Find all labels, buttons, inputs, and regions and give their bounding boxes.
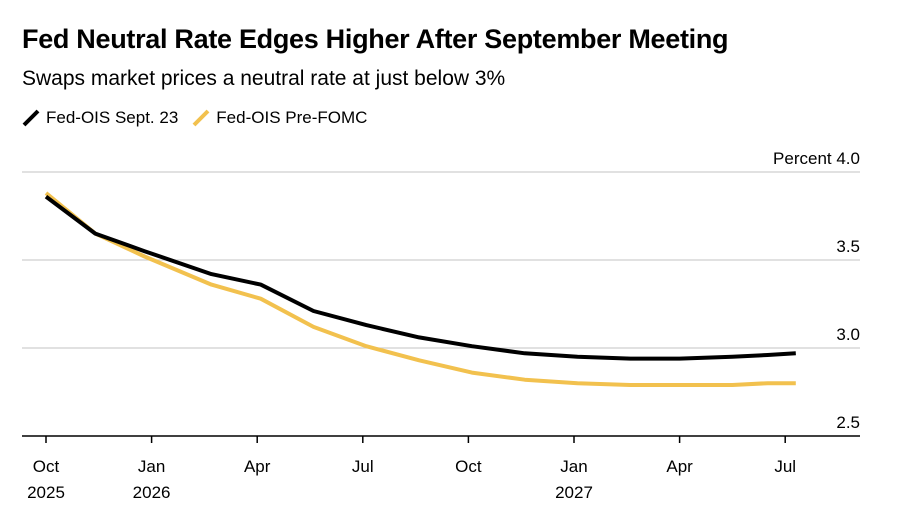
x-tick-label: Jul (774, 457, 796, 476)
series-line-sept23 (44, 195, 796, 361)
series-line-prefomc (44, 191, 796, 387)
gridlines (22, 171, 860, 349)
x-tick-year-label: 2026 (133, 483, 171, 502)
y-tick-label: 3.0 (836, 325, 860, 344)
y-tick-label: 3.5 (836, 237, 860, 256)
x-tick-label: Oct (455, 457, 482, 476)
y-axis-labels: 2.5 3.0 3.5 Percent 4.0 (773, 149, 860, 432)
series-lines (44, 191, 796, 387)
y-tick-label: 2.5 (836, 413, 860, 432)
x-tick-label: Jan (560, 457, 587, 476)
x-tick-year-label: 2027 (555, 483, 593, 502)
x-tick-year-label: 2025 (27, 483, 65, 502)
x-axis: Oct 2025 Jan 2026 Apr Jul Oct Jan 2027 Apr Jul (22, 435, 860, 502)
legend-label-prefomc: Fed-OIS Pre-FOMC (216, 108, 368, 127)
legend: Fed-OIS Sept. 23 Fed-OIS Pre-FOMC (22, 108, 381, 128)
x-tick-label: Jul (352, 457, 374, 476)
legend-item-prefomc: Fed-OIS Pre-FOMC (192, 108, 367, 128)
legend-label-sept23: Fed-OIS Sept. 23 (46, 108, 179, 127)
x-tick-label: Apr (666, 457, 693, 476)
y-tick-label: Percent 4.0 (773, 149, 860, 168)
chart-subtitle: Swaps market prices a neutral rate at ju… (22, 67, 506, 90)
x-tick-label: Apr (244, 457, 271, 476)
legend-swatch-prefomc-icon (192, 109, 210, 127)
x-tick-label: Jan (138, 457, 165, 476)
chart-title: Fed Neutral Rate Edges Higher After Sept… (22, 24, 729, 54)
legend-swatch-sept23-icon (22, 109, 40, 127)
legend-item-sept23: Fed-OIS Sept. 23 (22, 108, 178, 128)
x-tick-label: Oct (33, 457, 60, 476)
